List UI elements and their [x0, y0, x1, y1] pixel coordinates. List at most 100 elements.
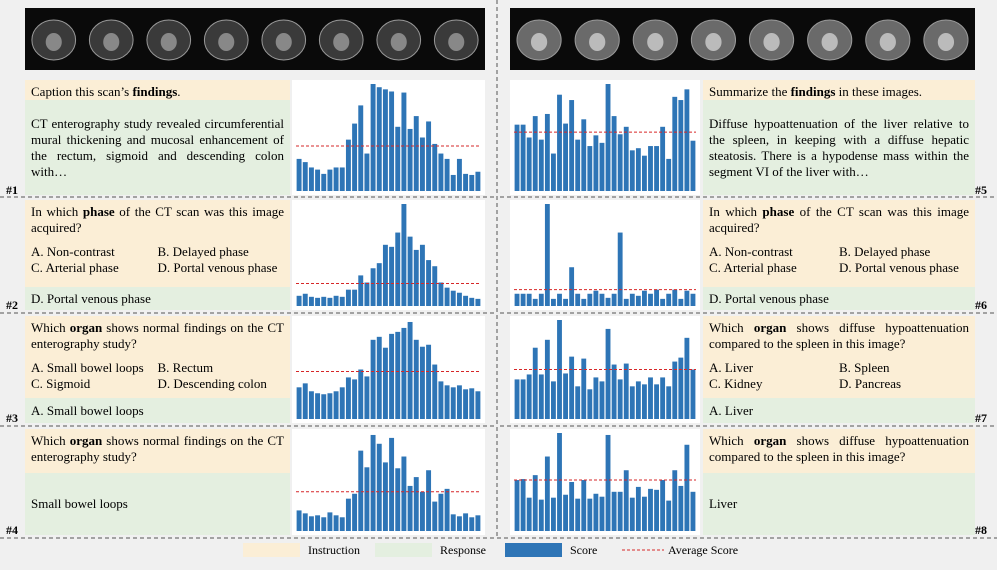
bar [532, 347, 538, 419]
bar [532, 116, 538, 191]
response-box: D. Portal venous phase [25, 287, 290, 310]
bar [376, 87, 382, 191]
option: B. Rectum [157, 360, 214, 375]
bar [315, 515, 321, 531]
bar [544, 456, 550, 531]
ct-organ [333, 33, 350, 51]
bar [635, 486, 641, 531]
bar [389, 437, 395, 531]
bar [575, 386, 581, 419]
bar [617, 134, 623, 191]
bar [605, 434, 611, 531]
option: D. Portal venous phase [157, 260, 278, 275]
instruction-box: In which phase of the CT scan was this i… [703, 200, 975, 287]
ct-organ [879, 33, 896, 51]
question-text: Which [31, 320, 70, 335]
panel-label: #7 [975, 411, 987, 425]
ct-organ [705, 33, 722, 51]
bar [327, 393, 333, 419]
bar [413, 116, 419, 191]
question-text: shows diffuse hypoattenuation compared t… [709, 320, 969, 351]
bar [551, 497, 556, 531]
bar [538, 293, 544, 306]
bar [532, 475, 538, 531]
legend-swatch [375, 543, 432, 557]
options: A. Liver B. Spleen C. Kidney D. Pancreas [709, 360, 969, 392]
legend-label: Average Score [668, 543, 738, 557]
bar [648, 377, 653, 419]
bar [581, 298, 587, 306]
score-chart [510, 316, 700, 423]
bar [469, 174, 475, 191]
bar [333, 391, 339, 419]
legend-label: Score [570, 543, 597, 557]
bar [684, 89, 690, 191]
bar [544, 113, 550, 191]
bar [635, 148, 641, 191]
response-box: A. Small bowel loops [25, 398, 290, 423]
bar [413, 339, 419, 419]
question-text: Summarize the [709, 84, 791, 99]
options: A. Small bowel loops B. Rectum C. Sigmoid D… [31, 360, 284, 392]
instruction-box: Which organ shows normal findings on the… [25, 316, 290, 398]
bar [557, 293, 562, 306]
options: A. Non-contrast B. Delayed phase C. Arteri… [709, 244, 969, 276]
bar [456, 292, 462, 306]
bar [401, 204, 407, 306]
bar [551, 153, 556, 191]
ct-organ [530, 33, 548, 51]
bar [327, 297, 333, 306]
bar [526, 497, 532, 531]
option: D. Pancreas [839, 376, 902, 391]
score-chart [510, 429, 700, 535]
bar [617, 379, 623, 419]
bar [296, 295, 302, 306]
bar [629, 386, 635, 419]
bar [538, 499, 544, 531]
bar [352, 289, 358, 306]
bar [587, 146, 593, 191]
bar [358, 275, 364, 306]
bar [581, 358, 587, 419]
bar [557, 433, 562, 531]
bar [395, 331, 401, 419]
legend-swatch [505, 543, 562, 557]
ct-organ [589, 33, 606, 51]
score-chart [510, 200, 700, 310]
bar [538, 374, 544, 419]
bar [678, 100, 684, 191]
bar [593, 290, 599, 306]
bar [605, 297, 611, 306]
response-box: Liver [703, 473, 975, 535]
bar [642, 496, 647, 531]
bar [605, 328, 611, 419]
panel-label: #3 [6, 411, 18, 425]
bar [382, 89, 388, 191]
bar [382, 244, 388, 306]
bar [419, 491, 425, 531]
question-text: Which [709, 320, 754, 335]
bar [389, 333, 395, 419]
bar [469, 297, 475, 306]
bar [432, 143, 438, 191]
panel-label: #8 [975, 523, 987, 537]
bar [593, 493, 599, 531]
panel-label: #2 [6, 298, 18, 312]
bar [438, 493, 444, 531]
bar [672, 289, 678, 306]
instruction-box: Which organ shows diffuse hypoattenuatio… [703, 316, 975, 398]
bar [296, 510, 302, 531]
bar [654, 384, 659, 419]
bar [401, 327, 407, 419]
bar [419, 244, 425, 306]
bar [321, 296, 327, 306]
panel-label: #4 [6, 523, 18, 537]
bar [463, 173, 469, 191]
bar [660, 377, 666, 419]
instruction-box: Summarize the findings in these images. [703, 80, 975, 100]
bar [333, 295, 339, 306]
response-text: D. Portal venous phase [709, 290, 829, 306]
bar [345, 139, 351, 191]
bar [684, 290, 690, 306]
